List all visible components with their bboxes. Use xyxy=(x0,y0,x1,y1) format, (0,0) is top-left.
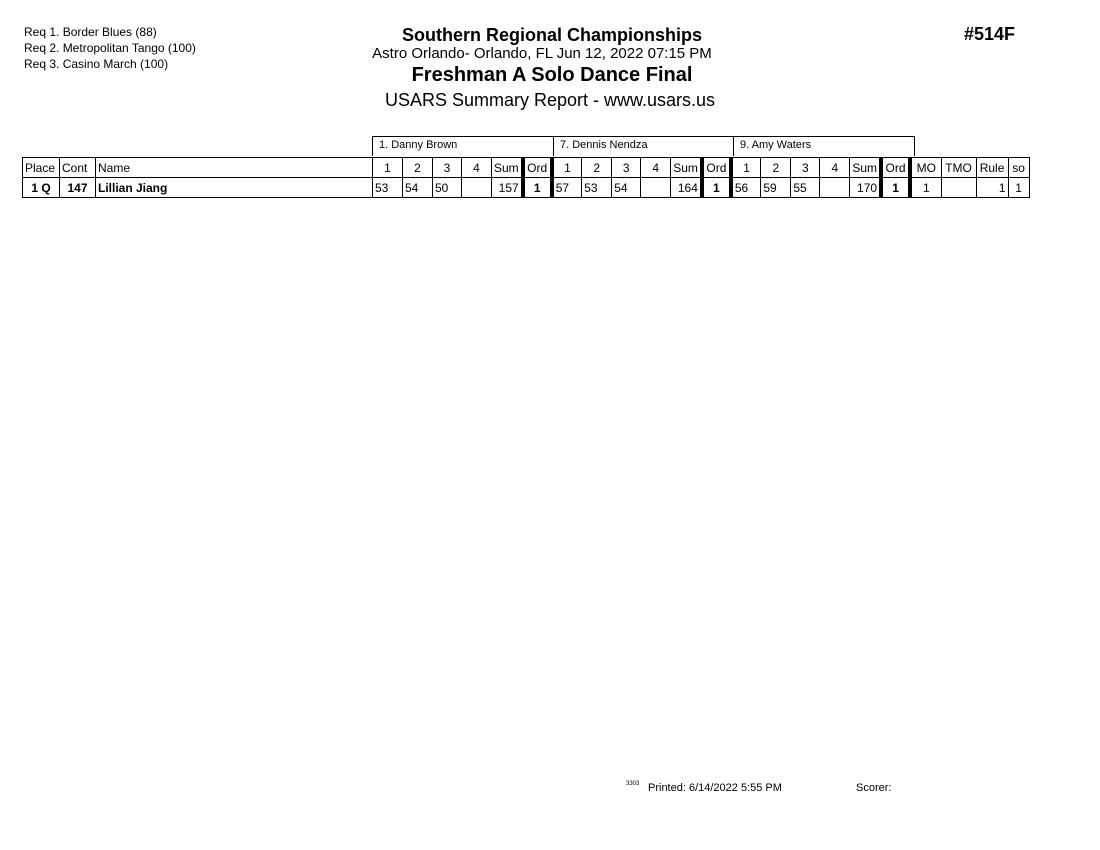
col-judge1-ord: Ord xyxy=(520,157,553,178)
cell-judge2-score3: 54 xyxy=(611,177,642,198)
col-judge3-sum: Sum xyxy=(849,157,882,178)
cell-name: Lillian Jiang xyxy=(95,177,373,198)
col-judge3-score4: 4 xyxy=(819,157,851,178)
col-judge2-score4: 4 xyxy=(640,157,672,178)
cell-mo: 1 xyxy=(908,177,942,198)
col-place: Place xyxy=(22,157,60,178)
cell-judge1-score3: 50 xyxy=(432,177,462,198)
col-judge2-sum: Sum xyxy=(670,157,703,178)
event-title: Freshman A Solo Dance Final xyxy=(411,64,693,86)
header-row: Place Cont Name 1 2 3 4 Sum Ord 1 2 3 4 Sum Ord 1 2 3 4 Sum… xyxy=(22,157,1030,178)
cell-place: 1 Q xyxy=(22,177,60,198)
scorer-label: Scorer: xyxy=(856,782,892,794)
cell-judge1-ord: 1 xyxy=(520,177,553,198)
col-judge2-ord: Ord xyxy=(699,157,732,178)
table-row: 1 Q 147 Lillian Jiang 53 54 50 157 1 57 53 54 164 1 5… xyxy=(22,177,1030,198)
col-judge2-score2: 2 xyxy=(581,157,613,178)
col-judge3-score1: 1 xyxy=(728,157,762,178)
report-title: USARS Summary Report - www.usars.us xyxy=(384,90,716,110)
cell-judge3-score3: 55 xyxy=(790,177,821,198)
col-tmo: TMO xyxy=(940,157,977,178)
cell-judge3-score2: 59 xyxy=(760,177,792,198)
col-judge1-score3: 3 xyxy=(432,157,462,178)
cell-judge1-sum: 157 xyxy=(490,177,524,198)
cell-cont: 147 xyxy=(59,177,96,198)
venue-date: Astro Orlando- Orlando, FL Jun 12, 2022 … xyxy=(372,45,712,62)
footer-code: 3303 xyxy=(626,781,640,787)
cell-judge1-score4 xyxy=(461,177,492,198)
col-judge1-score4: 4 xyxy=(461,157,492,178)
results-table: Place Cont Name 1 2 3 4 Sum Ord 1 2 3 4 Sum Ord 1 2 3 4 Sum… xyxy=(22,157,1030,198)
requirement-3: Req 3. Casino March (100) xyxy=(24,57,169,71)
col-mo: MO xyxy=(908,157,942,178)
printed-date: Printed: 6/14/2022 5:55 PM xyxy=(648,782,782,794)
judge-header-3: 9. Amy Waters xyxy=(733,136,915,156)
col-judge3-ord: Ord xyxy=(879,157,911,178)
col-rule: Rule xyxy=(975,157,1009,178)
cell-judge2-sum: 164 xyxy=(670,177,703,198)
requirement-1: Req 1. Border Blues (88) xyxy=(24,25,157,39)
col-judge3-score2: 2 xyxy=(760,157,792,178)
col-cont: Cont xyxy=(59,157,96,178)
cell-rule: 1 xyxy=(975,177,1009,198)
requirement-2: Req 2. Metropolitan Tango (100) xyxy=(24,41,196,55)
col-so: so xyxy=(1007,157,1030,178)
judge-header-2: 7. Dennis Nendza xyxy=(553,136,734,156)
cell-judge1-score1: 53 xyxy=(372,177,403,198)
cell-so: 1 xyxy=(1007,177,1030,198)
col-judge1-score1: 1 xyxy=(372,157,403,178)
col-judge3-score3: 3 xyxy=(790,157,821,178)
judge-header-1: 1. Danny Brown xyxy=(372,136,554,156)
event-number: #514F xyxy=(964,24,1016,44)
col-judge1-score2: 2 xyxy=(402,157,433,178)
col-judge2-score3: 3 xyxy=(611,157,642,178)
cell-judge3-ord: 1 xyxy=(879,177,911,198)
cell-judge1-score2: 54 xyxy=(402,177,433,198)
cell-tmo xyxy=(940,177,977,198)
cell-judge3-score1: 56 xyxy=(728,177,762,198)
cell-judge2-score4 xyxy=(640,177,672,198)
cell-judge3-sum: 170 xyxy=(849,177,882,198)
competition-title: Southern Regional Championships xyxy=(401,25,702,45)
cell-judge2-score1: 57 xyxy=(549,177,583,198)
cell-judge2-ord: 1 xyxy=(699,177,732,198)
cell-judge3-score4 xyxy=(819,177,851,198)
col-judge2-score1: 1 xyxy=(549,157,583,178)
col-name: Name xyxy=(95,157,373,178)
cell-judge2-score2: 53 xyxy=(581,177,613,198)
col-judge1-sum: Sum xyxy=(490,157,524,178)
